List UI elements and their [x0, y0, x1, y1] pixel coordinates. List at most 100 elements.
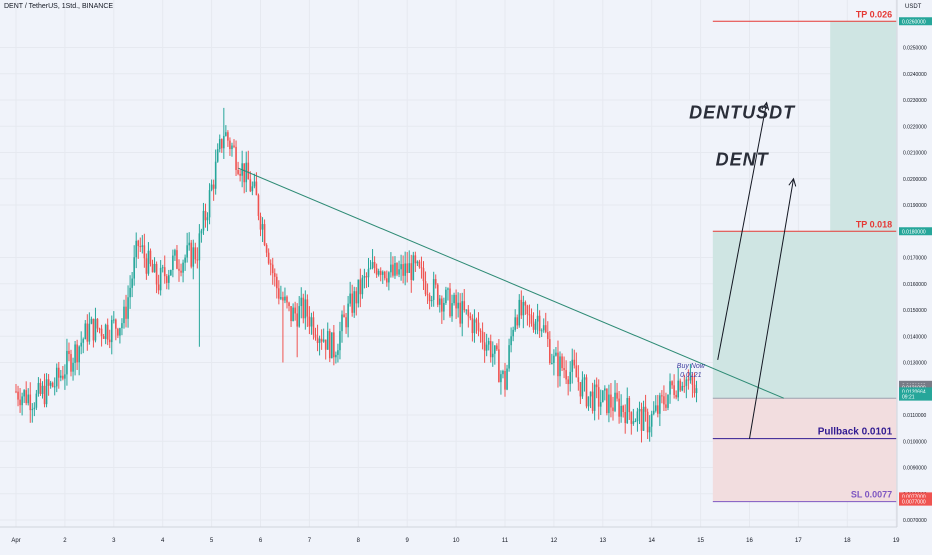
- candle-body: [108, 339, 111, 343]
- candle-body: [379, 270, 382, 275]
- candle-body: [361, 277, 364, 295]
- candle-body: [506, 368, 508, 390]
- candle-body: [599, 402, 602, 407]
- candle-body: [563, 368, 565, 371]
- annotation-title: DENTUSDT: [689, 102, 796, 122]
- candle-body: [290, 306, 292, 322]
- candle-body: [500, 374, 502, 383]
- candle-body: [453, 294, 455, 304]
- candle-body: [21, 396, 23, 406]
- candle-body: [392, 264, 394, 276]
- candle-body: [123, 306, 125, 324]
- candle-body: [133, 257, 135, 279]
- candle-body: [646, 411, 649, 433]
- candle-body: [549, 339, 551, 364]
- position-loss-zone: [712, 398, 897, 502]
- candle-body: [163, 267, 166, 277]
- candle-body: [451, 303, 453, 317]
- candle-body: [125, 306, 127, 319]
- candle-body: [616, 392, 618, 399]
- candle-body: [461, 301, 464, 324]
- candle-body: [610, 394, 612, 408]
- candle-body: [165, 276, 168, 283]
- trendline: [238, 167, 784, 399]
- candle-body: [60, 375, 62, 378]
- candle-body: [371, 262, 374, 268]
- candle-body: [145, 258, 148, 274]
- y-tick-label: 0.0100000: [903, 439, 927, 445]
- candle-body: [591, 391, 594, 411]
- price-tag: [899, 492, 932, 501]
- candle-body: [581, 379, 584, 397]
- candle-body: [312, 317, 315, 335]
- candle-body: [365, 276, 368, 278]
- candle-body: [70, 354, 72, 372]
- candle-body: [673, 385, 675, 395]
- candle-body: [406, 263, 408, 273]
- candle-body: [335, 354, 337, 358]
- candle-body: [652, 410, 655, 414]
- candle-body: [188, 242, 190, 246]
- candle-body: [178, 268, 180, 271]
- candle-body: [381, 271, 384, 275]
- candle-body: [216, 149, 219, 162]
- candle-body: [459, 302, 461, 324]
- pullback-label: Pullback 0.0101: [818, 427, 893, 438]
- candle-body: [17, 391, 19, 400]
- candle-body: [557, 352, 559, 377]
- candle-body: [487, 341, 490, 345]
- candle-body: [337, 350, 339, 355]
- candle-body: [455, 294, 457, 309]
- x-tick-label: 5: [210, 538, 214, 544]
- candle-body: [257, 195, 260, 216]
- candle-body: [494, 345, 496, 354]
- candle-body: [577, 377, 580, 383]
- candle-body: [628, 398, 631, 413]
- candle-body: [161, 267, 164, 269]
- candle-body: [508, 345, 510, 369]
- candle-body: [398, 269, 400, 275]
- candle-body: [675, 394, 677, 398]
- price-tag-label: 0.0180000: [902, 229, 926, 235]
- candle-body: [536, 315, 539, 322]
- candle-body: [129, 287, 131, 298]
- candle-body: [282, 297, 284, 301]
- y-tick-label: 0.0070000: [903, 518, 927, 524]
- y-tick-label: 0.0210000: [903, 151, 927, 157]
- candle-body: [194, 247, 197, 260]
- candle-body: [35, 393, 38, 408]
- candle-body: [113, 319, 115, 321]
- candle-body: [331, 332, 333, 359]
- candle-body: [278, 288, 280, 299]
- candle-body: [386, 278, 388, 283]
- candle-body: [671, 381, 673, 386]
- candle-body: [94, 318, 97, 341]
- candle-body: [367, 268, 370, 278]
- y-tick-label: 0.0220000: [903, 124, 927, 130]
- candle-body: [306, 299, 309, 317]
- y-tick-label: 0.0250000: [903, 46, 927, 52]
- candle-body: [359, 279, 362, 295]
- candle-body: [685, 379, 688, 386]
- candle-body: [526, 305, 529, 315]
- candle-body: [231, 145, 233, 150]
- candle-body: [418, 261, 421, 268]
- candle-body: [143, 245, 146, 259]
- candle-body: [204, 210, 207, 221]
- position-profit-zone: [712, 231, 897, 399]
- candle-body: [555, 352, 557, 356]
- x-tick-label: 10: [453, 538, 460, 544]
- candle-body: [369, 267, 372, 269]
- candle-body: [55, 367, 58, 387]
- candle-body: [644, 406, 647, 412]
- candle-body: [249, 179, 252, 192]
- candle-body: [457, 302, 459, 309]
- candle-body: [447, 288, 449, 290]
- candle-body: [267, 252, 270, 264]
- candle-body: [170, 269, 172, 276]
- candle-body: [292, 307, 294, 322]
- candle-body: [135, 240, 138, 258]
- candle-body: [310, 317, 313, 327]
